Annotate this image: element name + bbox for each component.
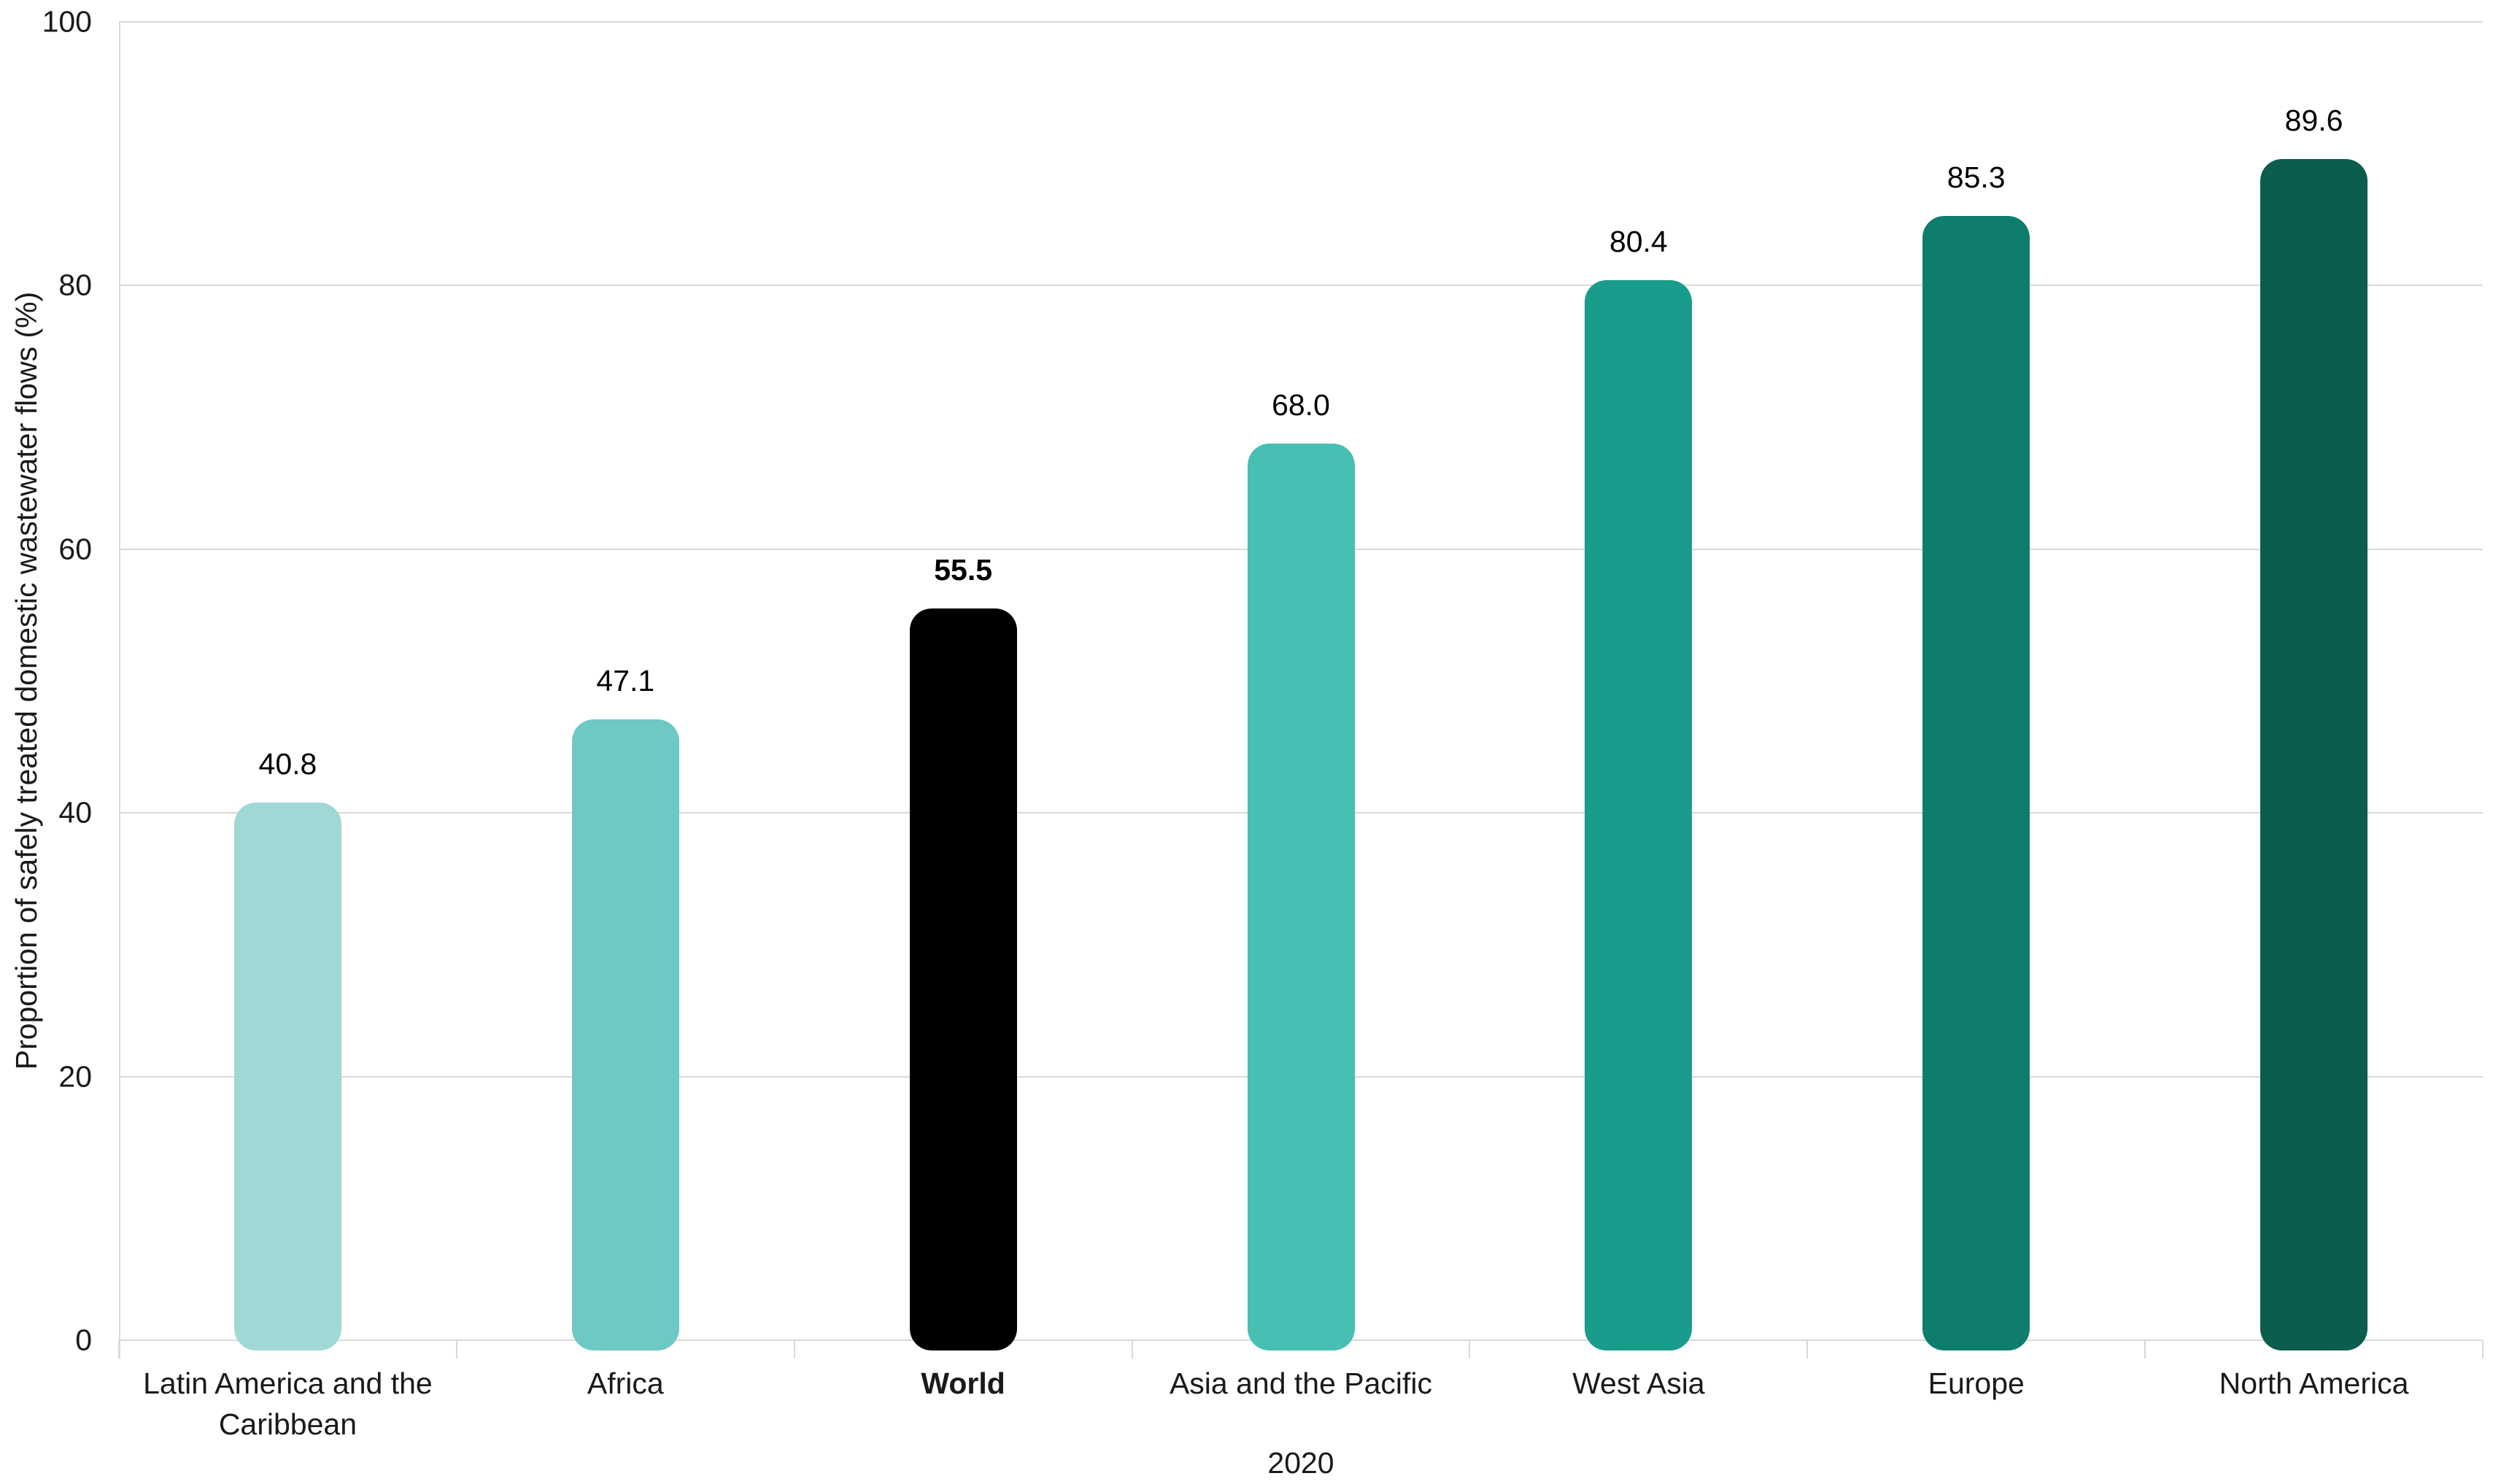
x-axis-tick — [455, 1340, 457, 1359]
bar-value-label: 89.6 — [2284, 103, 2343, 137]
x-axis-category-labels: Latin America and the Caribbean Africa Wor… — [119, 1363, 2483, 1458]
x-axis-tick — [1806, 1340, 1809, 1359]
plot-area: 40.8 47.1 55.5 68.0 80.4 85.3 89.6 — [119, 21, 2483, 1350]
y-tick-label-40: 40 — [58, 795, 92, 830]
category-label-world: World — [921, 1367, 1005, 1400]
x-axis-tick — [118, 1340, 120, 1359]
x-axis-tick — [1469, 1340, 1471, 1359]
y-tick-label-100: 100 — [42, 4, 92, 39]
x-axis-tick — [2144, 1340, 2146, 1359]
bar-world — [909, 608, 1017, 1350]
bar-africa — [571, 719, 679, 1350]
bar-value-label: 47.1 — [596, 663, 655, 697]
y-tick-label-80: 80 — [58, 268, 92, 302]
x-axis-tick — [793, 1340, 795, 1359]
category-label-north-america: North America — [2219, 1367, 2409, 1400]
y-tick-label-0: 0 — [75, 1323, 92, 1357]
bar-asia-and-the-pacific — [1247, 444, 1355, 1350]
bar-europe — [1922, 215, 2030, 1350]
bar-value-label: 80.4 — [1609, 225, 1668, 259]
y-tick-label-60: 60 — [58, 532, 92, 566]
gridline-y-80 — [119, 285, 2483, 287]
y-tick-label-20: 20 — [58, 1059, 92, 1094]
category-label-europe: Europe — [1928, 1367, 2025, 1400]
bar-value-label: 55.5 — [934, 553, 993, 587]
x-axis-tick — [1131, 1340, 1133, 1359]
bar-west-asia — [1585, 280, 1693, 1350]
y-axis-tick-labels: 0 20 40 60 80 100 — [0, 7, 92, 1355]
x-axis-tick — [2482, 1340, 2484, 1359]
category-label-africa: Africa — [587, 1367, 664, 1400]
bar-value-label: 85.3 — [1947, 160, 2006, 194]
bar-latin-america-and-the-caribbean — [233, 802, 341, 1350]
gridline-y-100 — [119, 21, 2483, 23]
category-label-asia-and-the-pacific: Asia and the Pacific — [1169, 1367, 1433, 1400]
y-axis-line — [119, 22, 120, 1359]
x-axis-title: 2020 — [1267, 1446, 1334, 1480]
bar-north-america — [2260, 158, 2368, 1350]
bar-value-label: 40.8 — [258, 746, 317, 781]
bar-value-label: 68.0 — [1272, 388, 1330, 422]
category-label-latin-america-and-the-caribbean: Latin America and the Caribbean — [143, 1367, 433, 1441]
category-label-west-asia: West Asia — [1572, 1367, 1705, 1400]
